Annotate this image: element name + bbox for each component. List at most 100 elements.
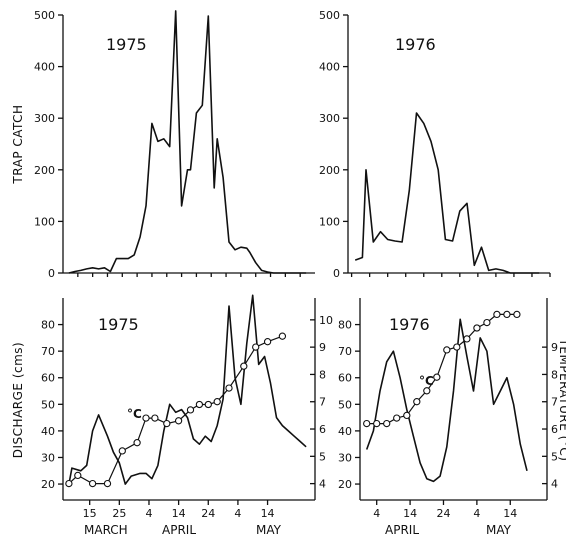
y-tick-label: 40 [41,425,55,438]
y-tick-label: 200 [34,164,55,177]
x-tick-label: 14 [503,507,517,520]
temp-tick-label: 8 [551,368,558,381]
temp-tick-label: 4 [551,478,558,491]
temp-tick-label: 4 [319,478,326,491]
y-tick-label: 80 [338,319,352,332]
temperature-point [363,419,371,428]
x-tick-label: 4 [373,507,380,520]
series-annotation: °C [419,374,434,388]
y-axis-label-temperature: TEMPERATURE (°C) [557,338,566,462]
temperature-point [65,479,73,488]
temperature-point [186,406,195,414]
y-tick-label: 70 [41,345,55,358]
temp-tick-label: 5 [551,450,558,463]
temperature-point [513,310,521,319]
temp-tick-label: 6 [551,423,558,436]
temperature-point [483,318,491,327]
temp-tick-label: 9 [551,341,558,354]
panel-trap-catch-1975: 1975 0 100 200 300 400 500 [34,9,315,280]
temperature-point [473,324,481,332]
temperature-point [493,310,501,319]
y-tick-label: 100 [34,215,55,228]
tick-layer: 20 30 40 50 60 70 80 4 5 6 7 8 9 4 14 24 4 14 [338,319,558,520]
temp-tick-label: 8 [319,368,326,381]
month-label-april: APRIL [385,523,419,537]
y-tick-label: 50 [41,398,55,411]
y-tick-label: 300 [34,112,55,125]
temperature-point [174,417,183,425]
y-tick-label: 30 [338,451,352,464]
x-tick-label: 14 [403,507,417,520]
y-tick-label: 500 [34,9,55,22]
y-tick-label: 60 [338,372,352,385]
x-tick-label: 25 [112,507,126,520]
temperature-point [403,411,411,420]
temperature-point [463,335,471,343]
temperature-point [433,373,441,381]
x-tick-label: 4 [234,507,241,520]
y-tick-label: 30 [41,451,55,464]
y-tick-label: 0 [333,267,340,280]
temp-tick-label: 5 [319,450,326,463]
temperature-point [151,414,159,422]
panel-label: 1975 [106,35,147,54]
y-tick-label: 400 [319,61,340,74]
temperature-point [252,343,260,351]
trap-catch-line [354,112,540,274]
temperature-point [74,471,82,480]
temperature-point [195,400,204,409]
temperature-point [413,398,421,406]
temperature-point [142,414,150,422]
temp-tick-label: 9 [319,341,326,354]
y-tick-label: 20 [338,478,352,491]
temperature-point [383,419,391,428]
x-tick-label: 15 [83,507,97,520]
y-tick-label: 200 [319,164,340,177]
temperature-point [88,479,97,488]
series-layer [363,310,528,483]
series-layer [68,10,307,274]
tick-layer: 20 30 40 50 60 70 80 4 5 6 7 8 9 10 15 25 4 14 24 4 14 [41,314,333,520]
x-tick-label: 24 [436,507,450,520]
temperature-point [263,338,272,346]
y-axis-label-trap-catch: TRAP CATCH [11,104,25,184]
temperature-point [163,419,171,428]
temperature-point [204,400,212,409]
y-tick-label: 500 [319,9,340,22]
y-tick-label: 20 [41,478,55,491]
y-axis-label-discharge: DISCHARGE (cms) [11,342,25,458]
trap-catch-line [68,10,307,274]
y-tick-label: 80 [41,319,55,332]
temperature-point [453,343,461,351]
temperature-point [503,310,511,319]
temperature-point [278,332,287,340]
panel-label: 1976 [389,315,430,334]
temperature-point [225,384,233,392]
x-tick-label: 14 [261,507,275,520]
temperature-point [118,447,126,455]
x-tick-label: 4 [145,507,152,520]
month-label-april: APRIL [162,523,196,537]
x-tick-label: 24 [201,507,215,520]
discharge-line [365,318,528,483]
tick-layer: 0 100 200 300 400 500 [319,9,551,280]
panel-discharge-1976: 1976 °C APRIL MAY 20 30 40 50 60 70 80 4 5 6 7 8 9 4 1… [338,298,558,537]
temperature-line [68,335,283,485]
series-layer [65,294,307,488]
temp-tick-label: 6 [319,423,326,436]
tick-layer: 0 100 200 300 400 500 [34,9,301,280]
month-label-may: MAY [486,523,512,537]
y-tick-label: 100 [319,215,340,228]
y-tick-label: 0 [48,267,55,280]
temp-tick-label: 7 [551,396,558,409]
y-tick-label: 60 [41,372,55,385]
temperature-point [443,346,451,354]
temperature-point [240,362,248,370]
month-label-may: MAY [256,523,282,537]
temperature-point [423,387,431,395]
x-tick-label: 14 [172,507,186,520]
temp-tick-label: 10 [319,314,333,327]
temperature-point [373,419,381,428]
y-tick-label: 400 [34,61,55,74]
